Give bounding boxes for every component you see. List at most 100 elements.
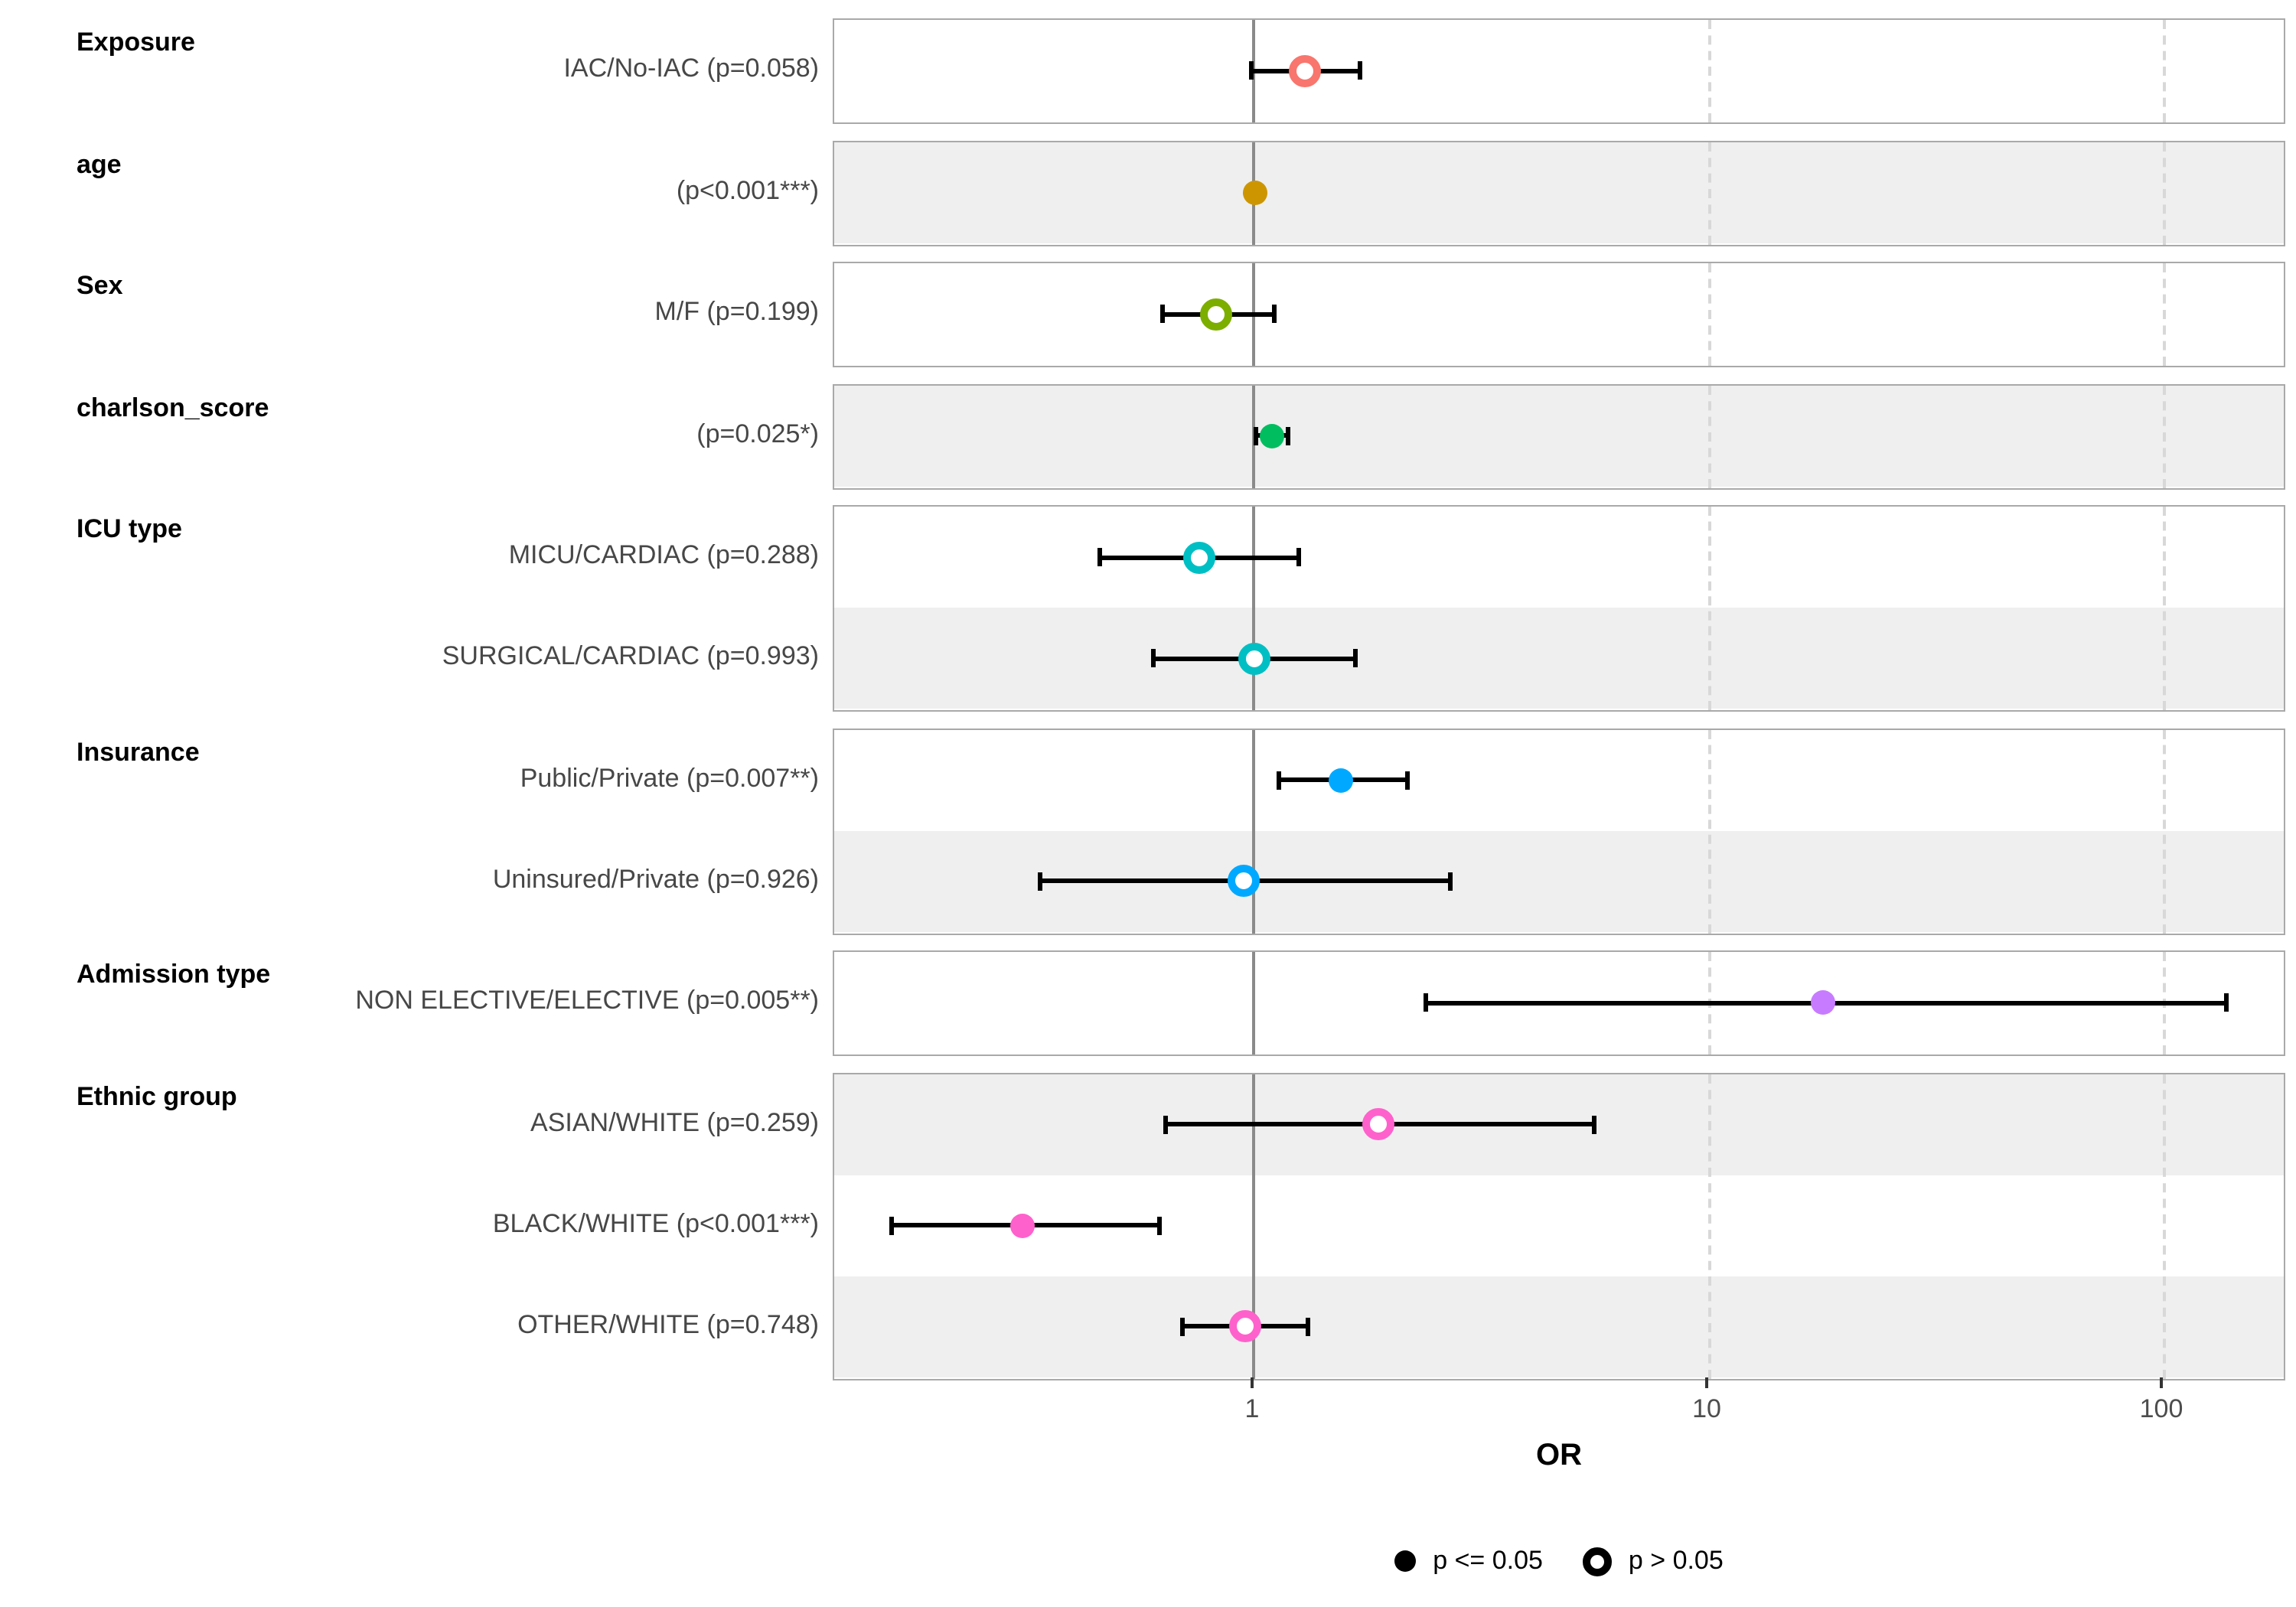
row-stripe: [834, 263, 2284, 364]
or-point-filled: [1811, 990, 1836, 1015]
row-label: MICU/CARDIAC (p=0.288): [508, 540, 819, 569]
row-label: Public/Private (p=0.007**): [520, 763, 819, 792]
reference-line: [1251, 952, 1256, 1054]
ci-cap: [1180, 1317, 1186, 1335]
row-label: ASIAN/WHITE (p=0.259): [530, 1107, 819, 1136]
gridline-10: [1708, 385, 1711, 487]
ci-cap: [1038, 872, 1043, 890]
group-panel: [833, 728, 2285, 934]
gridline-10: [1708, 729, 1711, 933]
group-title: Admission type: [77, 960, 271, 989]
ci-cap: [1097, 548, 1103, 566]
group-title: Insurance: [77, 737, 200, 766]
ci-cap: [1591, 1115, 1596, 1133]
or-point-open: [1183, 541, 1216, 573]
row-label: Uninsured/Private (p=0.926): [492, 864, 819, 893]
or-point-open: [1229, 1310, 1262, 1342]
ci-cap: [1405, 771, 1411, 789]
ci-cap: [1447, 872, 1453, 890]
ci-cap: [1285, 426, 1290, 445]
ci-cap: [1357, 61, 1362, 80]
row-label: BLACK/WHITE (p<0.001***): [492, 1208, 819, 1237]
gridline-100: [2163, 142, 2166, 244]
ci-cap: [2224, 993, 2229, 1012]
ci-cap: [1163, 1115, 1168, 1133]
group-panel: [833, 140, 2285, 246]
gridline-10: [1708, 20, 1711, 122]
row-stripe: [834, 385, 2284, 486]
row-stripe: [834, 20, 2284, 121]
group-panel: [833, 18, 2285, 124]
row-stripe: [834, 507, 2284, 608]
ci-cap: [1271, 305, 1277, 323]
or-point-filled: [1243, 180, 1268, 204]
ci-cap: [1353, 649, 1358, 667]
row-label: SURGICAL/CARDIAC (p=0.993): [442, 641, 819, 670]
gridline-10: [1708, 507, 1711, 710]
group-title: age: [77, 149, 122, 178]
or-point-open: [1289, 54, 1322, 86]
or-point-open: [1362, 1108, 1394, 1140]
ci-cap: [1150, 649, 1156, 667]
row-label: (p<0.001***): [676, 175, 819, 204]
group-title: Sex: [77, 271, 123, 300]
ci-cap: [1296, 548, 1302, 566]
reference-line: [1251, 1074, 1256, 1378]
row-stripe: [834, 608, 2284, 709]
gridline-10: [1708, 142, 1711, 244]
legend-item-nonsignificant: p > 0.05: [1582, 1546, 1724, 1576]
group-panel: [833, 950, 2285, 1056]
ci-cap: [889, 1216, 895, 1234]
gridline-10: [1708, 263, 1711, 366]
legend-item-significant: p <= 0.05: [1394, 1546, 1543, 1576]
or-point-filled: [1009, 1213, 1035, 1237]
or-point-open: [1227, 865, 1260, 897]
ci-cap: [1156, 1216, 1162, 1234]
ci-cap: [1306, 1317, 1311, 1335]
or-point-filled: [1260, 423, 1285, 448]
legend-label: p > 0.05: [1628, 1546, 1724, 1575]
x-tick-label: 10: [1692, 1394, 1721, 1423]
legend: p <= 0.05 p > 0.05: [833, 1546, 2285, 1576]
row-label: OTHER/WHITE (p=0.748): [517, 1309, 819, 1338]
row-label: (p=0.025*): [696, 419, 819, 448]
x-tick: [1705, 1377, 1708, 1388]
group-title: ICU type: [77, 514, 182, 543]
row-label: M/F (p=0.199): [654, 297, 820, 326]
group-panel: [833, 1072, 2285, 1380]
group-panel: [833, 262, 2285, 367]
open-dot-icon: [1582, 1547, 1612, 1576]
gridline-100: [2163, 263, 2166, 366]
x-tick-label: 100: [2139, 1394, 2183, 1423]
gridline-100: [2163, 385, 2166, 487]
ci-cap: [1253, 426, 1258, 445]
legend-label: p <= 0.05: [1433, 1546, 1543, 1575]
gridline-10: [1708, 1074, 1711, 1378]
x-tick-label: 1: [1244, 1394, 1260, 1423]
row-stripe: [834, 142, 2284, 243]
or-point-filled: [1329, 768, 1354, 792]
group-panel: [833, 505, 2285, 712]
or-point-open: [1200, 298, 1233, 330]
gridline-100: [2163, 729, 2166, 933]
ci-cap: [1277, 771, 1282, 789]
group-title: charlson_score: [77, 393, 269, 422]
ci-cap: [1249, 61, 1254, 80]
row-stripe: [834, 729, 2284, 830]
x-tick: [2160, 1377, 2163, 1388]
x-tick: [1251, 1377, 1254, 1388]
ci-cap: [1159, 305, 1165, 323]
gridline-100: [2163, 20, 2166, 122]
ci-cap: [1424, 993, 1429, 1012]
reference-line: [1251, 729, 1256, 933]
gridline-100: [2163, 507, 2166, 710]
row-stripe: [834, 1276, 2284, 1377]
row-label: NON ELECTIVE/ELECTIVE (p=0.005**): [355, 986, 819, 1015]
reference-line: [1251, 507, 1256, 710]
row-label: IAC/No-IAC (p=0.058): [563, 54, 819, 83]
or-point-open: [1238, 642, 1270, 674]
filled-dot-icon: [1394, 1550, 1417, 1572]
group-title: Ethnic group: [77, 1081, 237, 1110]
x-axis-title: OR: [1536, 1439, 1582, 1472]
